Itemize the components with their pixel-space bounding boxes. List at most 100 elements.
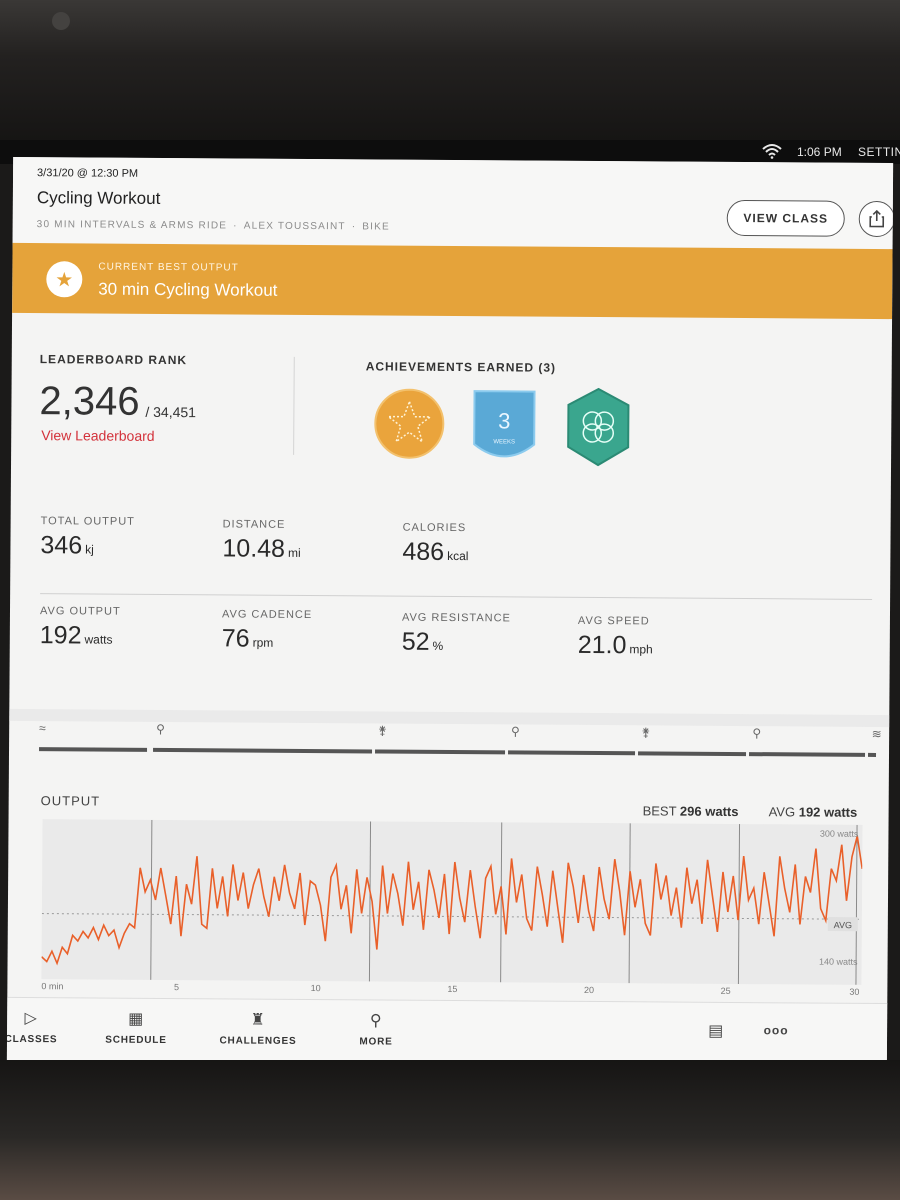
star-badge[interactable] bbox=[373, 387, 446, 460]
calendar-icon: ▦ bbox=[128, 1010, 145, 1028]
metric-avg-cadence: AVG CADENCE 76 rpm bbox=[222, 608, 313, 654]
nav-label: MORE bbox=[359, 1036, 393, 1048]
segment-boundary-line bbox=[368, 821, 372, 982]
workout-subtitle: 30 MIN INTERVALS & ARMS RIDE · ALEX TOUSSA… bbox=[37, 219, 390, 232]
metric-value: 346 bbox=[40, 531, 83, 560]
best-output-stat: BEST 296 watts bbox=[643, 803, 739, 819]
segment-bar[interactable] bbox=[374, 749, 505, 755]
nav-label: CLASSES bbox=[6, 1033, 58, 1046]
segment-bar[interactable] bbox=[868, 752, 877, 757]
streak-number: 3 bbox=[498, 408, 510, 433]
camera-dot bbox=[52, 12, 70, 30]
class-name: 30 MIN INTERVALS & ARMS RIDE bbox=[36, 219, 228, 232]
metric-label: AVG CADENCE bbox=[221, 608, 313, 622]
more-dots-icon: ooo bbox=[763, 1023, 789, 1038]
avg-tag-label: AVG bbox=[834, 920, 852, 930]
leaderboard-total: / 34,451 bbox=[145, 403, 197, 421]
segment-bar[interactable] bbox=[39, 747, 147, 752]
trophy-icon: ♜ bbox=[250, 1011, 266, 1029]
x-tick-label: 30 bbox=[849, 986, 860, 997]
workout-title: Cycling Workout bbox=[36, 188, 161, 208]
banner-label: CURRENT BEST OUTPUT bbox=[98, 261, 239, 274]
nav-overflow[interactable]: ooo bbox=[761, 1023, 791, 1043]
metric-value: 52 bbox=[401, 627, 430, 656]
cycling-icon: ⚲ bbox=[156, 721, 165, 737]
metric-unit: kcal bbox=[447, 548, 469, 564]
x-tick-label: 10 bbox=[310, 983, 321, 994]
banner-title: 30 min Cycling Workout bbox=[98, 279, 278, 300]
metric-unit: mph bbox=[629, 642, 653, 657]
output-chart[interactable]: 300 watts 140 watts AVG bbox=[41, 819, 863, 985]
output-chart-title: OUTPUT bbox=[40, 793, 101, 809]
y-axis-label: 140 watts bbox=[819, 957, 858, 967]
metric-label: DISTANCE bbox=[222, 518, 286, 531]
arms-icon: ⚵ bbox=[641, 725, 651, 740]
metric-label: CALORIES bbox=[402, 521, 467, 535]
segment-boundary-line bbox=[500, 822, 503, 983]
metric-unit: kj bbox=[85, 542, 94, 557]
segment-boundary-line bbox=[628, 823, 631, 984]
device-bezel-top bbox=[0, 0, 900, 140]
divider bbox=[293, 356, 295, 455]
segment-bar[interactable] bbox=[638, 751, 747, 757]
warmup-icon: ≈ bbox=[39, 721, 46, 736]
avg-tag bbox=[827, 917, 858, 932]
nav-more[interactable]: ⚲ MORE bbox=[351, 1010, 401, 1047]
nav-classes[interactable]: ▷ CLASSES bbox=[7, 1008, 71, 1046]
view-class-button[interactable]: VIEW CLASS bbox=[726, 199, 845, 237]
metric-avg-speed: AVG SPEED 21.0 mph bbox=[578, 615, 653, 661]
best-output-banner[interactable]: ★ CURRENT BEST OUTPUT 30 min Cycling Wor… bbox=[12, 242, 893, 320]
segment-bar[interactable] bbox=[749, 752, 866, 757]
metric-calories: CALORIES 486 kcal bbox=[402, 522, 468, 567]
settings-link[interactable]: SETTINGS bbox=[858, 145, 900, 159]
section-separator bbox=[9, 708, 890, 728]
metric-label: TOTAL OUTPUT bbox=[40, 515, 135, 528]
segment-boundary-line bbox=[150, 819, 153, 980]
nav-label: CHALLENGES bbox=[219, 1035, 297, 1047]
segment-bar[interactable] bbox=[507, 750, 636, 756]
app-screen: 3/31/20 @ 12:30 PM Cycling Workout 30 MI… bbox=[6, 156, 894, 1069]
screen-menu-icon: ▤ bbox=[708, 1022, 725, 1040]
streak-badge[interactable]: 3 WEEKS bbox=[471, 388, 538, 468]
nav-label: SCHEDULE bbox=[105, 1034, 167, 1047]
play-circle-icon: ▷ bbox=[24, 1010, 38, 1028]
leaderboard-rank: 2,346 bbox=[39, 379, 140, 424]
y-axis-label: 300 watts bbox=[820, 829, 859, 839]
view-leaderboard-link[interactable]: View Leaderboard bbox=[41, 427, 155, 444]
metric-value: 486 bbox=[402, 537, 445, 566]
metric-label: AVG OUTPUT bbox=[39, 605, 121, 618]
streak-weeks-label: WEEKS bbox=[493, 439, 515, 445]
achievements-label: ACHIEVEMENTS EARNED (3) bbox=[365, 359, 557, 375]
nav-schedule[interactable]: ▦ SCHEDULE bbox=[99, 1009, 173, 1047]
nav-challenges[interactable]: ♜ CHALLENGES bbox=[215, 1009, 301, 1047]
x-tick-label: 20 bbox=[583, 984, 595, 996]
metric-value: 10.48 bbox=[222, 534, 286, 563]
output-series-line bbox=[41, 835, 863, 966]
metric-unit: rpm bbox=[252, 635, 274, 650]
metric-value: 76 bbox=[221, 624, 250, 653]
arms-icon: ⚵ bbox=[377, 723, 387, 738]
x-tick-label: 5 bbox=[173, 982, 180, 993]
metric-avg-resistance: AVG RESISTANCE 52% bbox=[402, 612, 511, 658]
share-button[interactable] bbox=[858, 200, 894, 238]
nav-menu[interactable]: ▤ bbox=[701, 1021, 731, 1047]
separator: · bbox=[351, 221, 357, 233]
x-tick-label: 0 min bbox=[41, 981, 64, 992]
metric-label: AVG SPEED bbox=[577, 614, 650, 628]
metric-value: 192 bbox=[39, 621, 82, 650]
class-segments-timeline[interactable]: ≈ ⚲ ⚵ ⚲ ⚵ ⚲ ≋ bbox=[39, 721, 882, 773]
share-icon bbox=[869, 209, 885, 228]
segment-bar[interactable] bbox=[152, 747, 372, 754]
metric-unit: mi bbox=[287, 545, 301, 560]
instructor-name: ALEX TOUSSAINT bbox=[243, 220, 346, 233]
metric-unit: watts bbox=[84, 632, 113, 647]
avg-value: 192 watts bbox=[798, 804, 858, 820]
clock: 1:06 PM bbox=[797, 145, 842, 159]
rings-badge[interactable] bbox=[565, 387, 632, 467]
x-tick-label: 15 bbox=[447, 983, 458, 995]
workout-date: 3/31/20 @ 12:30 PM bbox=[37, 167, 139, 180]
metric-value: 21.0 bbox=[577, 630, 627, 660]
leaderboard-label: LEADERBOARD RANK bbox=[39, 352, 188, 368]
divider bbox=[40, 593, 873, 600]
workout-header: 3/31/20 @ 12:30 PM Cycling Workout 30 MI… bbox=[12, 156, 894, 252]
